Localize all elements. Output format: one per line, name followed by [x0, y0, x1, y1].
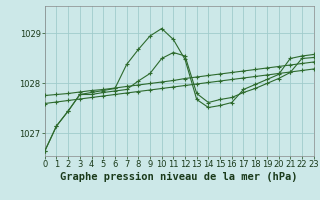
X-axis label: Graphe pression niveau de la mer (hPa): Graphe pression niveau de la mer (hPa) [60, 172, 298, 182]
